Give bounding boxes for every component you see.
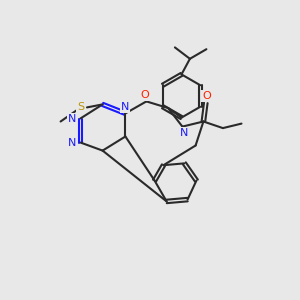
Text: O: O — [202, 91, 211, 101]
Text: N: N — [121, 102, 129, 112]
Text: N: N — [68, 113, 76, 124]
Text: N: N — [180, 128, 188, 138]
Text: S: S — [77, 102, 84, 112]
Text: O: O — [140, 90, 149, 100]
Text: N: N — [68, 137, 76, 148]
